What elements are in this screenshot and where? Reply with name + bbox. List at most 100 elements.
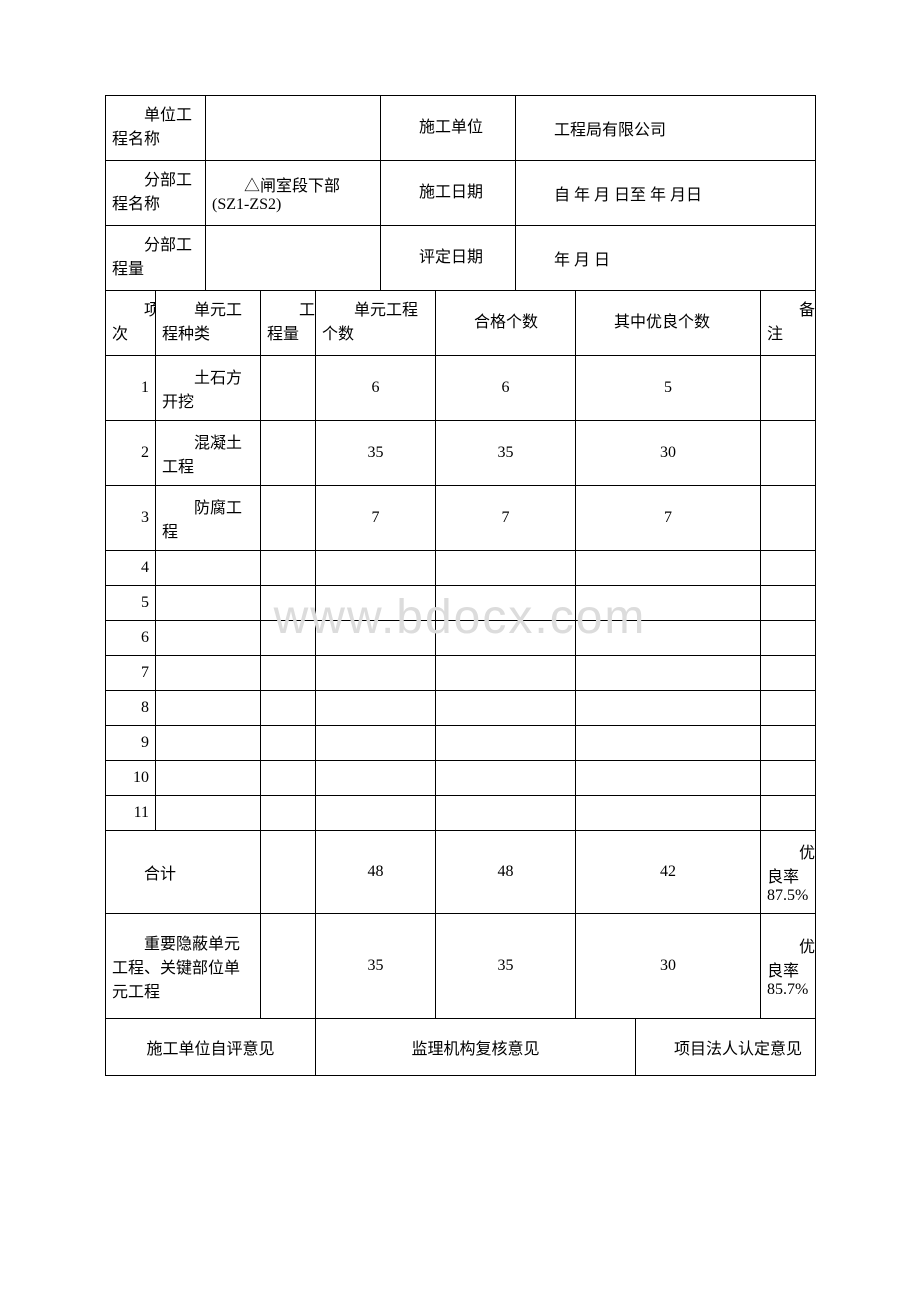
cell-good bbox=[576, 551, 761, 586]
cell-good bbox=[576, 586, 761, 621]
table-row: 9 bbox=[106, 726, 816, 761]
col-count: 单元工程个数 bbox=[316, 291, 436, 356]
cell-type: 混凝土工程 bbox=[156, 421, 261, 486]
cell-pass bbox=[436, 796, 576, 831]
table-row: 11 bbox=[106, 796, 816, 831]
col-note: 备注 bbox=[761, 291, 816, 356]
cell-pass bbox=[436, 656, 576, 691]
value-construction-date: 自 年 月 日至 年 月日 bbox=[516, 161, 816, 226]
cell-pass bbox=[436, 726, 576, 761]
col-type: 单元工程种类 bbox=[156, 291, 261, 356]
col-pass: 合格个数 bbox=[436, 291, 576, 356]
label-unit-name: 单位工程名称 bbox=[106, 96, 206, 161]
label-section-qty: 分部工程量 bbox=[106, 226, 206, 291]
cell-good bbox=[576, 621, 761, 656]
footer-row: 施工单位自评意见 监理机构复核意见 项目法人认定意见 bbox=[106, 1019, 816, 1076]
label-construction-unit: 施工单位 bbox=[381, 96, 516, 161]
cell-count bbox=[316, 796, 436, 831]
table-row: 5 bbox=[106, 586, 816, 621]
cell-qty bbox=[261, 621, 316, 656]
table-row: 4 bbox=[106, 551, 816, 586]
total-row: 合计 48 48 42 优良率87.5% bbox=[106, 831, 816, 914]
cell-note bbox=[761, 761, 816, 796]
cell-qty bbox=[261, 551, 316, 586]
cell-qty bbox=[261, 486, 316, 551]
cell-good bbox=[576, 691, 761, 726]
header-row-2: 分部工程名称 △闸室段下部(SZ1-ZS2) 施工日期 自 年 月 日至 年 月… bbox=[106, 161, 816, 226]
cell-count bbox=[316, 621, 436, 656]
cell-qty bbox=[261, 656, 316, 691]
cell-no: 5 bbox=[106, 586, 156, 621]
cell-note bbox=[761, 656, 816, 691]
cell-type bbox=[156, 796, 261, 831]
footer-project-owner: 项目法人认定意见 bbox=[636, 1019, 816, 1076]
cell-pass bbox=[436, 621, 576, 656]
cell-count: 7 bbox=[316, 486, 436, 551]
header-row-1: 单位工程名称 施工单位 工程局有限公司 bbox=[106, 96, 816, 161]
value-section-qty bbox=[206, 226, 381, 291]
cell-note bbox=[761, 421, 816, 486]
total-count: 48 bbox=[316, 831, 436, 914]
table-row: 8 bbox=[106, 691, 816, 726]
cell-count bbox=[316, 586, 436, 621]
cell-qty bbox=[261, 421, 316, 486]
cell-qty bbox=[261, 691, 316, 726]
total-qty bbox=[261, 831, 316, 914]
cell-no: 9 bbox=[106, 726, 156, 761]
value-section-name: △闸室段下部(SZ1-ZS2) bbox=[206, 161, 381, 226]
cell-type bbox=[156, 691, 261, 726]
cell-pass: 7 bbox=[436, 486, 576, 551]
value-eval-date: 年 月 日 bbox=[516, 226, 816, 291]
cell-no: 6 bbox=[106, 621, 156, 656]
cell-pass: 6 bbox=[436, 356, 576, 421]
label-construction-date: 施工日期 bbox=[381, 161, 516, 226]
cell-no: 11 bbox=[106, 796, 156, 831]
cell-type bbox=[156, 726, 261, 761]
cell-note bbox=[761, 726, 816, 761]
cell-count: 6 bbox=[316, 356, 436, 421]
value-unit-name bbox=[206, 96, 381, 161]
cell-no: 7 bbox=[106, 656, 156, 691]
footer-supervisor: 监理机构复核意见 bbox=[316, 1019, 636, 1076]
cell-no: 3 bbox=[106, 486, 156, 551]
cell-pass bbox=[436, 691, 576, 726]
cell-note bbox=[761, 551, 816, 586]
cell-qty bbox=[261, 586, 316, 621]
header-row-3: 分部工程量 评定日期 年 月 日 bbox=[106, 226, 816, 291]
label-eval-date: 评定日期 bbox=[381, 226, 516, 291]
col-good: 其中优良个数 bbox=[576, 291, 761, 356]
table-row: 6 bbox=[106, 621, 816, 656]
cell-pass: 35 bbox=[436, 421, 576, 486]
cell-good bbox=[576, 726, 761, 761]
cell-good: 7 bbox=[576, 486, 761, 551]
important-row: 重要隐蔽单元工程、关键部位单元工程 35 35 30 优良率85.7% bbox=[106, 914, 816, 1019]
total-pass: 48 bbox=[436, 831, 576, 914]
cell-note bbox=[761, 691, 816, 726]
cell-good: 5 bbox=[576, 356, 761, 421]
cell-good: 30 bbox=[576, 421, 761, 486]
table-row: 7 bbox=[106, 656, 816, 691]
cell-count: 35 bbox=[316, 421, 436, 486]
cell-good bbox=[576, 761, 761, 796]
total-label: 合计 bbox=[106, 831, 261, 914]
cell-note bbox=[761, 356, 816, 421]
cell-no: 2 bbox=[106, 421, 156, 486]
cell-type bbox=[156, 656, 261, 691]
cell-qty bbox=[261, 796, 316, 831]
cell-no: 10 bbox=[106, 761, 156, 796]
table-row: 1 土石方开挖 6 6 5 bbox=[106, 356, 816, 421]
footer-self-eval: 施工单位自评意见 bbox=[106, 1019, 316, 1076]
cell-pass bbox=[436, 551, 576, 586]
cell-type bbox=[156, 586, 261, 621]
important-label: 重要隐蔽单元工程、关键部位单元工程 bbox=[106, 914, 261, 1019]
total-note: 优良率87.5% bbox=[761, 831, 816, 914]
cell-count bbox=[316, 726, 436, 761]
cell-type bbox=[156, 761, 261, 796]
cell-count bbox=[316, 551, 436, 586]
cell-count bbox=[316, 761, 436, 796]
evaluation-table: 单位工程名称 施工单位 工程局有限公司 分部工程名称 △闸室段下部(SZ1-ZS… bbox=[105, 95, 816, 1076]
cell-note bbox=[761, 796, 816, 831]
important-note: 优良率85.7% bbox=[761, 914, 816, 1019]
label-section-name: 分部工程名称 bbox=[106, 161, 206, 226]
cell-type: 防腐工程 bbox=[156, 486, 261, 551]
